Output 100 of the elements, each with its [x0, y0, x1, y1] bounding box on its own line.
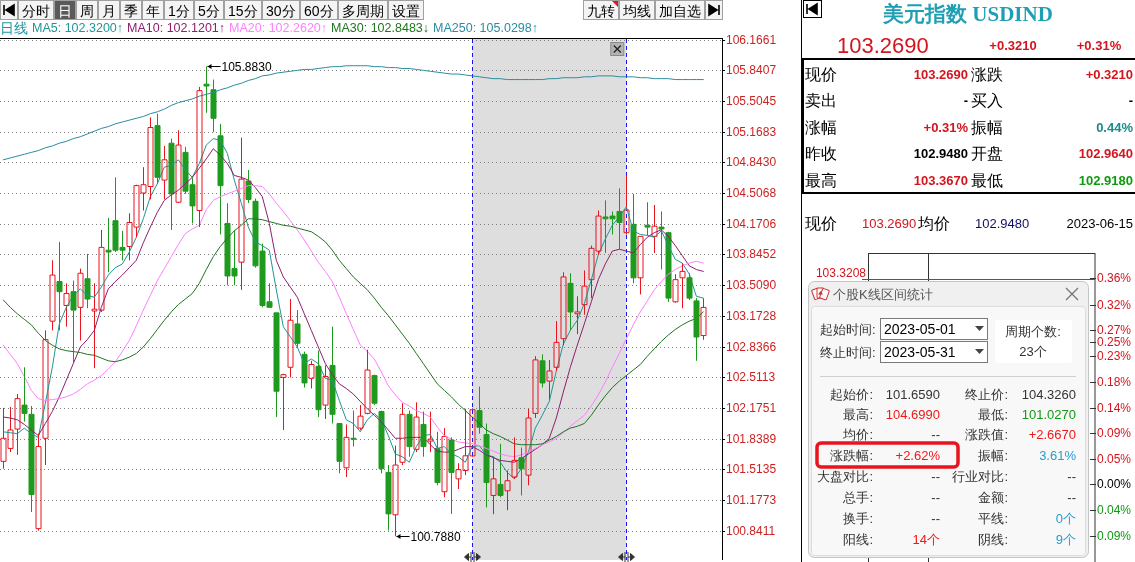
candlestick	[567, 272, 574, 331]
candlestick	[21, 366, 28, 423]
text: 最高:	[843, 406, 873, 422]
candlestick	[301, 351, 308, 389]
text: 103.2690	[837, 32, 929, 58]
candlestick	[336, 423, 343, 474]
y-tick-label: 105.8407	[726, 63, 777, 78]
text: 均价	[917, 214, 950, 232]
text: 0.25%	[1097, 335, 1132, 349]
text: 103.3670	[913, 172, 968, 188]
candlestick	[532, 355, 539, 419]
text: --	[931, 426, 940, 442]
candlestick	[651, 204, 658, 254]
candlestick	[280, 373, 287, 431]
text: 涨跌幅:	[830, 447, 873, 463]
text: --	[931, 468, 940, 484]
y-tick-label: 104.8430	[726, 155, 777, 170]
text: 现价	[805, 65, 837, 83]
y-tick-label: 103.1728	[726, 309, 777, 324]
text: 终止价:	[965, 386, 1008, 402]
text: -	[1128, 92, 1133, 108]
y-tick-label: 102.1751	[726, 401, 777, 416]
y-tick-label: 101.8389	[726, 432, 777, 447]
text: MA5: 102.3200↑	[32, 21, 124, 35]
text: MA250: 105.0298↑	[433, 21, 538, 35]
candlestick	[581, 269, 588, 316]
candlestick	[56, 241, 63, 331]
y-tick-label: 101.5135	[726, 462, 777, 477]
text: 现价	[805, 214, 837, 232]
text: 起始时间:	[820, 321, 876, 337]
text: --	[1067, 489, 1076, 505]
candlestick	[665, 231, 672, 303]
candlestick	[644, 201, 651, 236]
text: 9个	[1055, 531, 1076, 547]
text: 103.2690	[913, 66, 968, 82]
text: 23个	[1019, 343, 1047, 359]
text: +2.62%	[895, 447, 941, 463]
text: 0.44%	[1096, 119, 1134, 135]
y-tick-label: 102.8366	[726, 340, 777, 355]
candlestick	[28, 405, 35, 513]
text: 2023-05-01	[884, 321, 956, 337]
text: 0.23%	[1097, 349, 1132, 363]
text: 昨收	[805, 144, 837, 162]
text: MA30: 102.8483↓	[331, 21, 430, 35]
text: +0.31%	[1076, 37, 1122, 53]
candlestick	[357, 404, 364, 431]
y-tick-label: 102.5113	[726, 370, 776, 385]
text: 0个	[1055, 510, 1076, 526]
text: 涨幅	[805, 118, 837, 136]
text: 0.14%	[1097, 401, 1132, 415]
text: 涨跌	[971, 65, 1003, 83]
text: 均价:	[842, 426, 873, 442]
candlestick	[84, 253, 91, 309]
y-tick-label: 103.5090	[726, 278, 777, 293]
candlestick	[693, 297, 700, 362]
text: 金额:	[978, 489, 1008, 505]
candlestick	[476, 386, 483, 435]
y-tick-label: 104.5068	[726, 186, 777, 201]
text: MA20: 102.2620↑	[229, 21, 328, 35]
candlestick	[245, 169, 252, 204]
candlestick	[497, 443, 504, 498]
candlestick	[658, 210, 665, 271]
text: 0.18%	[1097, 375, 1132, 389]
candlestick	[329, 326, 336, 425]
candlestick	[420, 411, 427, 458]
text: 振幅:	[978, 447, 1008, 463]
text: --	[1067, 468, 1076, 484]
candlestick	[560, 271, 567, 346]
text: 0.04%	[1097, 503, 1132, 517]
text: 最低	[971, 171, 1003, 189]
text: 102.9640	[1078, 145, 1133, 161]
y-tick-label: 106.1661	[726, 33, 777, 48]
candlestick	[315, 350, 322, 418]
text: 买入	[971, 91, 1003, 109]
candlestick	[483, 423, 490, 508]
text: 2023-05-31	[884, 344, 956, 360]
candlestick	[504, 470, 511, 511]
text: 振幅	[971, 118, 1003, 136]
candlestick	[203, 65, 210, 114]
text: 起始价:	[830, 386, 873, 402]
text: --	[931, 489, 940, 505]
text: +0.3210	[1085, 66, 1133, 82]
y-tick-label: 105.1683	[726, 125, 777, 140]
y-tick-label: 100.8411	[726, 524, 776, 539]
text: 0.09%	[1097, 426, 1132, 440]
text: 开盘	[971, 144, 1003, 162]
candlestick	[350, 410, 357, 448]
candlestick	[546, 359, 553, 401]
candlestick	[630, 193, 637, 284]
text: 美元指数 USDIND	[882, 2, 1053, 26]
text: 日线	[0, 20, 28, 36]
candlestick	[686, 272, 693, 301]
candlestick	[70, 280, 77, 365]
text: 14个	[912, 531, 940, 547]
candlestick	[525, 408, 532, 486]
candlestick	[294, 309, 301, 348]
text: 最低:	[978, 406, 1008, 422]
text: 0.09%	[1097, 529, 1132, 543]
text: --	[931, 510, 940, 526]
text: 0.27%	[1097, 323, 1132, 337]
